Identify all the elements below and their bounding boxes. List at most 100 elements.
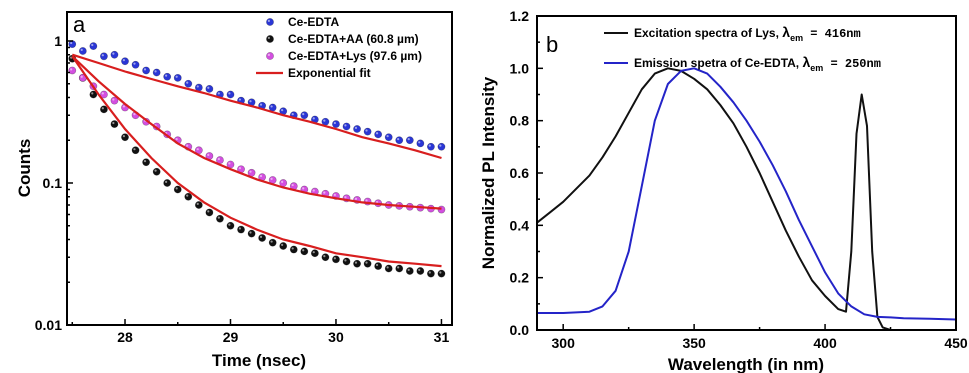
data-point-highlight	[143, 68, 147, 71]
panel-b: 300 350 400 450 0.0 0.2 0.4 0.6 0.8 1.0 1.2 b Wave…	[479, 8, 968, 373]
data-point-highlight	[333, 193, 336, 196]
ticks-b: 300 350 400 450 0.0 0.2 0.4 0.6 0.8 1.0 1.2	[510, 8, 968, 351]
data-point-highlight	[354, 197, 358, 200]
data-point-highlight	[291, 183, 294, 187]
data-point-highlight	[270, 105, 273, 108]
data-point-highlight	[133, 148, 136, 151]
x-tick-label-b: 300	[552, 335, 576, 351]
data-point-highlight	[312, 189, 315, 192]
data-point	[121, 57, 129, 66]
data-point	[300, 247, 309, 256]
data-point-highlight	[418, 268, 421, 272]
data-point-highlight	[207, 210, 210, 213]
data-point-highlight	[154, 70, 157, 73]
data-point-highlight	[165, 180, 168, 183]
data-point	[173, 73, 182, 82]
legend-label: Excitation spectra of Lys, λem = 416nm	[634, 24, 861, 43]
data-point-highlight	[186, 81, 189, 84]
data-point-highlight	[228, 162, 231, 165]
data-point-highlight	[323, 255, 326, 258]
data-point-highlight	[101, 107, 104, 110]
data-point-highlight	[196, 148, 199, 151]
data-point-highlight	[70, 68, 73, 71]
data-point-highlight	[312, 251, 315, 254]
data-point	[384, 133, 393, 142]
data-point-highlight	[249, 100, 252, 103]
data-point-highlight	[397, 266, 400, 269]
data-point-highlight	[386, 266, 389, 269]
data-point-highlight	[80, 48, 83, 52]
data-point-highlight	[101, 54, 104, 57]
data-point	[100, 105, 108, 114]
data-point-highlight	[217, 216, 220, 219]
data-point	[163, 179, 172, 187]
data-point-highlight	[281, 109, 284, 112]
y-tick-label-b: 0.6	[510, 165, 530, 181]
legend-marker-highlight	[267, 53, 270, 57]
x-tick-label-a: 30	[328, 329, 344, 345]
data-point-highlight	[91, 92, 94, 95]
data-point-highlight	[418, 141, 421, 144]
y-tick-label-b: 1.2	[510, 8, 530, 24]
data-point	[332, 255, 340, 264]
data-point-highlight	[365, 129, 368, 132]
data-point	[194, 201, 203, 209]
data-point	[289, 245, 298, 254]
data-point-highlight	[133, 62, 136, 65]
data-point	[268, 103, 277, 112]
data-point-highlight	[122, 105, 126, 108]
y-tick-label-b: 0.2	[510, 270, 530, 286]
data-point-highlight	[133, 113, 136, 116]
data-point	[258, 234, 267, 242]
data-point	[416, 139, 425, 148]
data-point-highlight	[291, 113, 294, 116]
data-point	[310, 249, 319, 258]
data-point	[427, 142, 435, 151]
y-tick-label-b: 0.0	[510, 322, 530, 338]
data-point	[279, 242, 288, 250]
legend-marker	[266, 35, 274, 43]
data-point	[110, 120, 119, 128]
data-point-highlight	[238, 167, 242, 170]
y-tick-label-b: 0.4	[510, 217, 530, 233]
data-point	[405, 267, 414, 275]
x-tick-label-b: 450	[944, 335, 968, 351]
data-point-highlight	[259, 103, 263, 106]
data-point	[363, 127, 372, 136]
data-point	[342, 257, 351, 266]
data-point	[363, 259, 372, 268]
fit-curve	[71, 55, 442, 210]
legend-label: Ce-EDTA	[288, 15, 339, 29]
data-point-highlight	[175, 138, 178, 141]
x-tick-label-a: 28	[117, 329, 133, 345]
data-point-highlight	[302, 187, 305, 190]
data-point-highlight	[217, 92, 220, 95]
data-point	[279, 179, 288, 187]
data-point	[416, 267, 425, 275]
series-group-a	[68, 40, 446, 278]
data-point-highlight	[259, 235, 263, 238]
legend-label: Ce-EDTA+AA (60.8 µm)	[288, 32, 419, 46]
data-point-highlight	[207, 153, 210, 156]
legend-prefix: Excitation spectra of Lys,	[634, 26, 782, 40]
y-tick-label-a: 0.1	[43, 175, 63, 191]
data-point-highlight	[344, 196, 347, 199]
data-point	[405, 136, 414, 145]
fit-curve	[71, 55, 442, 268]
data-point-highlight	[270, 240, 273, 243]
legend-marker-highlight	[267, 36, 270, 40]
data-point-highlight	[112, 98, 115, 101]
data-point-highlight	[302, 113, 305, 116]
data-point	[216, 214, 224, 223]
data-point	[247, 229, 256, 238]
data-point-highlight	[228, 223, 231, 226]
legend-lambda: λ	[802, 54, 810, 70]
data-point-highlight	[196, 85, 199, 88]
data-point-highlight	[354, 261, 358, 264]
data-point-highlight	[270, 177, 273, 180]
data-point-highlight	[281, 180, 284, 183]
legend-b: Excitation spectra of Lys, λem = 416nmEm…	[604, 24, 881, 73]
data-point-highlight	[386, 135, 389, 138]
data-point-highlight	[344, 124, 347, 127]
